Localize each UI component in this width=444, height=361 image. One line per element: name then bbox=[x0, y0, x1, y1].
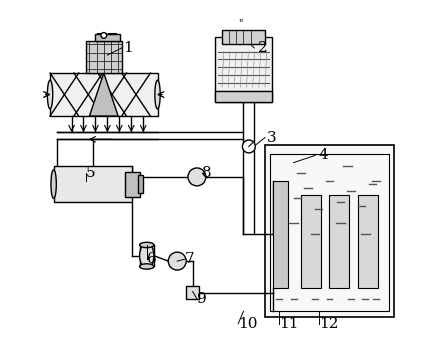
Ellipse shape bbox=[155, 80, 160, 109]
Bar bbox=[95, 34, 120, 41]
Bar bbox=[186, 286, 199, 299]
Bar bbox=[301, 195, 321, 288]
Text: 4: 4 bbox=[319, 148, 329, 162]
Ellipse shape bbox=[48, 80, 53, 109]
Ellipse shape bbox=[139, 264, 154, 269]
Text: 9: 9 bbox=[197, 292, 206, 306]
Circle shape bbox=[101, 32, 107, 38]
Bar bbox=[215, 91, 272, 102]
Circle shape bbox=[242, 140, 255, 153]
Text: 2: 2 bbox=[258, 41, 268, 55]
Bar bbox=[139, 245, 154, 266]
Bar bbox=[86, 41, 122, 73]
Circle shape bbox=[168, 252, 186, 270]
Bar bbox=[125, 171, 139, 197]
Text: 10: 10 bbox=[238, 317, 258, 331]
Text: 12: 12 bbox=[319, 317, 338, 331]
Text: 11: 11 bbox=[279, 317, 299, 331]
Bar bbox=[265, 145, 394, 317]
Bar bbox=[270, 154, 388, 311]
Text: 1: 1 bbox=[123, 41, 133, 55]
Circle shape bbox=[188, 168, 206, 186]
Text: ": " bbox=[238, 18, 242, 28]
Bar bbox=[358, 195, 378, 288]
Text: 7: 7 bbox=[184, 252, 194, 266]
Polygon shape bbox=[89, 73, 118, 116]
Bar bbox=[50, 73, 158, 116]
Ellipse shape bbox=[139, 242, 154, 248]
Text: 3: 3 bbox=[267, 131, 277, 144]
Ellipse shape bbox=[139, 243, 154, 268]
Bar bbox=[54, 166, 132, 202]
Bar bbox=[138, 175, 143, 193]
Text: 5: 5 bbox=[86, 166, 95, 180]
Text: 6: 6 bbox=[147, 252, 157, 266]
Bar bbox=[215, 37, 272, 102]
Bar bbox=[329, 195, 349, 288]
Text: 8: 8 bbox=[202, 166, 212, 180]
Ellipse shape bbox=[51, 170, 56, 199]
Bar bbox=[273, 180, 288, 288]
Bar bbox=[222, 30, 265, 44]
